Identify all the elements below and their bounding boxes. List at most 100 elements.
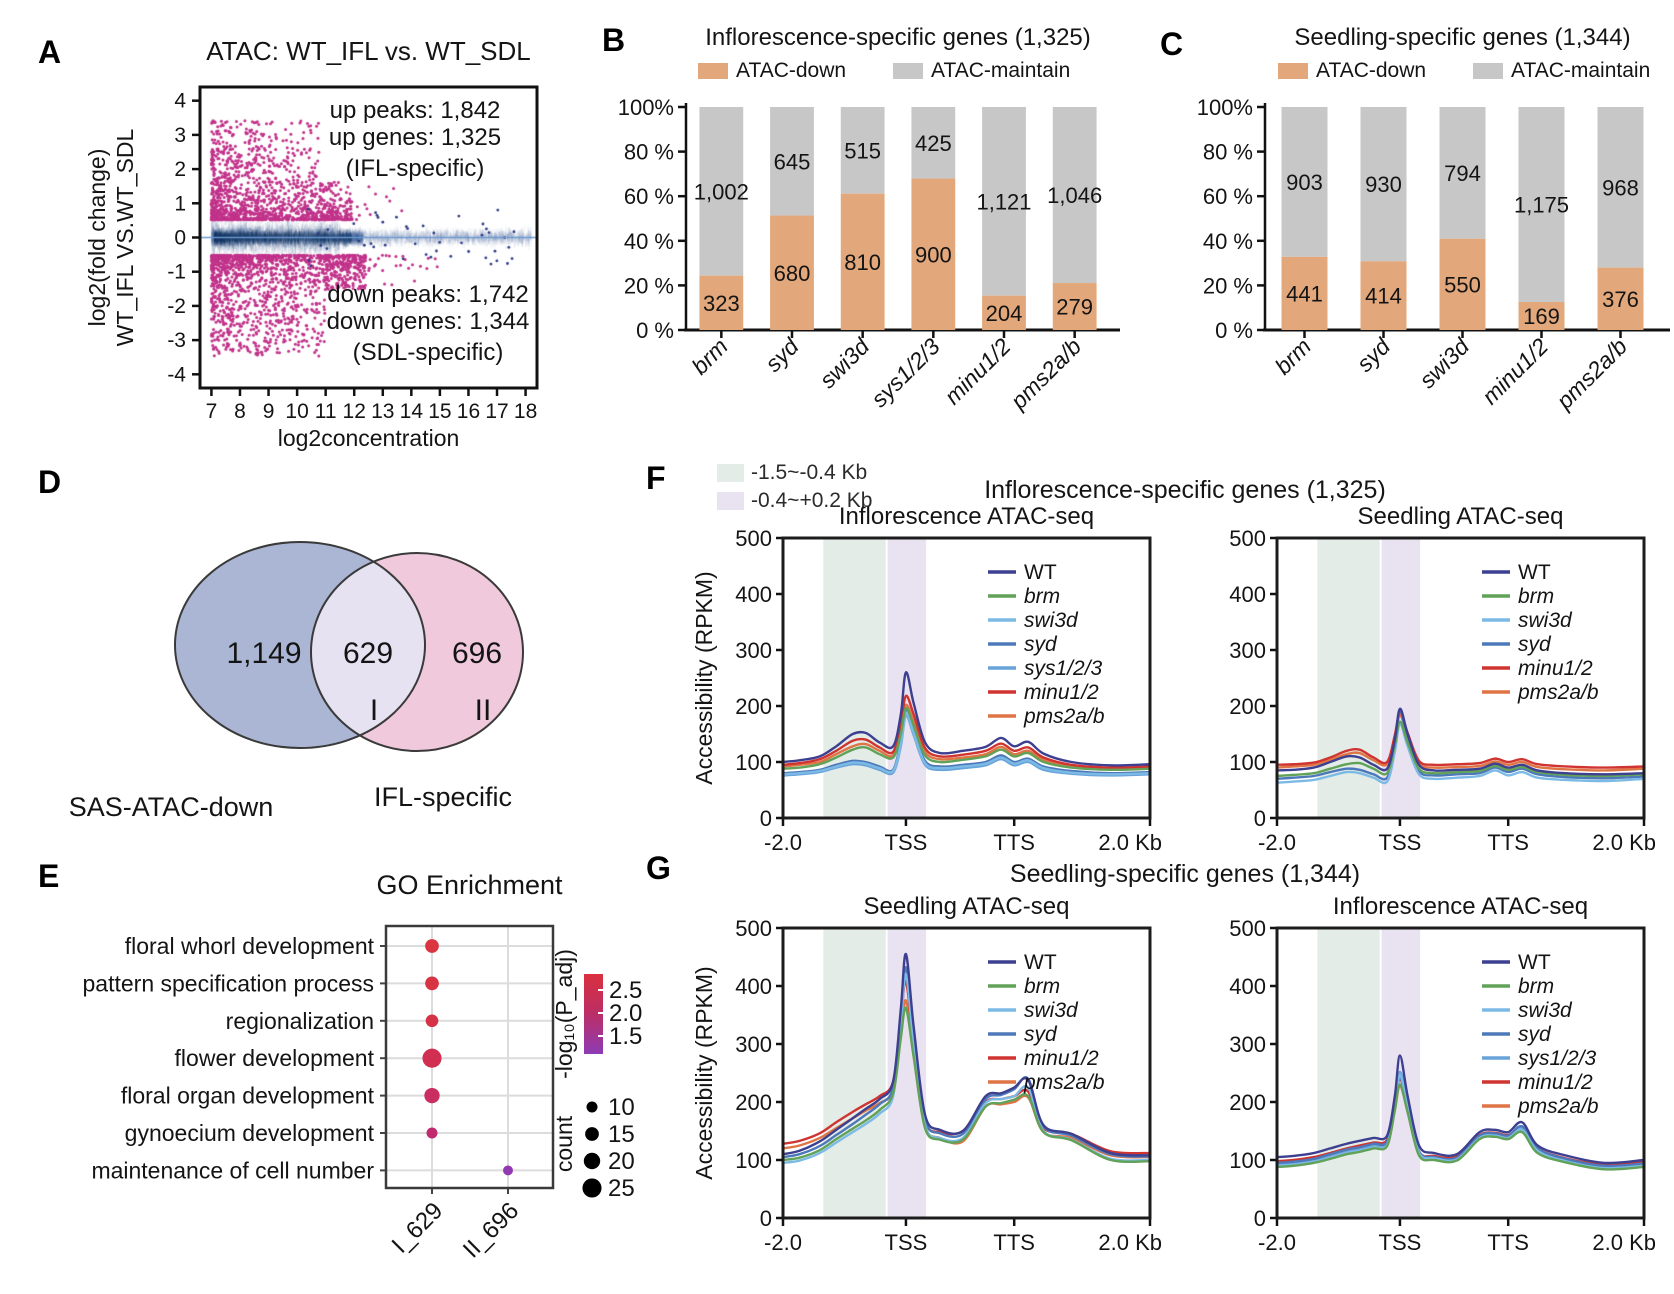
svg-text:0: 0 xyxy=(174,227,186,250)
svg-text:-4: -4 xyxy=(167,363,186,386)
svg-text:1,121: 1,121 xyxy=(976,189,1031,214)
svg-text:400: 400 xyxy=(735,582,772,607)
svg-text:645: 645 xyxy=(774,149,811,174)
svg-text:Inflorescence ATAC-seq: Inflorescence ATAC-seq xyxy=(1333,893,1588,920)
svg-text:minu1/2: minu1/2 xyxy=(1477,333,1553,409)
svg-text:syd: syd xyxy=(1024,633,1058,656)
svg-text:-2: -2 xyxy=(167,295,186,318)
svg-text:300: 300 xyxy=(1229,638,1266,663)
svg-text:3: 3 xyxy=(174,124,186,147)
panel-f-section-title: Inflorescence-specific genes (1,325) xyxy=(984,476,1386,504)
svg-text:930: 930 xyxy=(1365,172,1402,197)
svg-text:204: 204 xyxy=(986,301,1023,326)
svg-text:2: 2 xyxy=(174,158,186,181)
svg-text:0: 0 xyxy=(1254,806,1266,831)
svg-text:floral organ development: floral organ development xyxy=(121,1083,375,1109)
svg-text:syd: syd xyxy=(1024,1023,1058,1046)
svg-text:log2(fold change): log2(fold change) xyxy=(84,149,110,327)
svg-text:up genes: 1,325: up genes: 1,325 xyxy=(329,124,501,151)
svg-text:TSS: TSS xyxy=(1379,1230,1422,1255)
svg-text:12: 12 xyxy=(343,400,366,423)
svg-text:169: 169 xyxy=(1523,304,1560,329)
svg-text:pms2a/b: pms2a/b xyxy=(1023,705,1105,728)
svg-text:-2.0: -2.0 xyxy=(764,1230,802,1255)
svg-text:0: 0 xyxy=(1254,1206,1266,1231)
svg-text:13: 13 xyxy=(371,400,394,423)
svg-text:2.0 Kb: 2.0 Kb xyxy=(1592,1230,1656,1255)
svg-text:ATAC-maintain: ATAC-maintain xyxy=(1511,59,1650,82)
svg-text:-2.0: -2.0 xyxy=(1258,830,1296,855)
svg-text:500: 500 xyxy=(1229,526,1266,551)
svg-text:floral whorl development: floral whorl development xyxy=(125,933,375,959)
svg-text:ATAC-down: ATAC-down xyxy=(1316,59,1426,82)
svg-text:flower development: flower development xyxy=(175,1045,375,1071)
svg-text:0 %: 0 % xyxy=(636,318,674,343)
svg-text:1.5: 1.5 xyxy=(609,1023,642,1050)
svg-text:40 %: 40 % xyxy=(624,229,674,254)
svg-text:2.0 Kb: 2.0 Kb xyxy=(1592,830,1656,855)
svg-text:300: 300 xyxy=(735,1032,772,1057)
panel-c-stacked-bar-chart: Seedling-specific genes (1,344) ATAC-down… xyxy=(1197,24,1670,415)
panel-g-inflorescence-metagene-plot: Inflorescence ATAC-seq 0 100 200 300 400 500 -2… xyxy=(1229,893,1656,1255)
svg-text:376: 376 xyxy=(1602,287,1639,312)
svg-text:425: 425 xyxy=(915,131,952,156)
panel-g-section-title: Seedling-specific genes (1,344) xyxy=(1009,860,1361,888)
svg-text:Seedling-specific genes (1,344: Seedling-specific genes (1,344) xyxy=(1294,24,1630,51)
svg-text:up peaks: 1,842: up peaks: 1,842 xyxy=(330,97,501,124)
svg-text:Seedling ATAC-seq: Seedling ATAC-seq xyxy=(864,893,1070,920)
panel-b-stacked-bar-chart: Inflorescence-specific genes (1,325) ATAC… xyxy=(618,24,1120,415)
svg-text:-3: -3 xyxy=(167,329,186,352)
svg-text:8: 8 xyxy=(234,400,246,423)
svg-text:200: 200 xyxy=(1229,694,1266,719)
panel-d-venn-diagram: 1,149 629 I 696 II SAS-ATAC-down IFL-specific xyxy=(69,541,524,822)
svg-text:swi3d: swi3d xyxy=(1024,999,1079,1022)
svg-text:794: 794 xyxy=(1444,161,1481,186)
svg-text:80 %: 80 % xyxy=(1203,140,1253,165)
svg-text:279: 279 xyxy=(1056,295,1093,320)
panel-e-label: E xyxy=(38,858,60,894)
svg-text:syd: syd xyxy=(1351,332,1396,377)
svg-text:0: 0 xyxy=(760,1206,772,1231)
svg-text:IFL-specific: IFL-specific xyxy=(374,782,512,812)
panel-f-inflorescence-metagene-plot: Inflorescence ATAC-seq 0 100 200 300 400 500 -2… xyxy=(691,503,1162,855)
svg-text:696: 696 xyxy=(452,637,502,670)
svg-text:900: 900 xyxy=(915,242,952,267)
svg-text:7: 7 xyxy=(206,400,218,423)
svg-text:WT: WT xyxy=(1518,561,1551,584)
svg-text:9: 9 xyxy=(263,400,275,423)
svg-text:441: 441 xyxy=(1286,281,1323,306)
region-band-tss-label: -0.4~+0.2 Kb xyxy=(751,489,873,512)
svg-text:200: 200 xyxy=(735,694,772,719)
svg-text:pms2a/b: pms2a/b xyxy=(1005,333,1087,415)
svg-text:200: 200 xyxy=(1229,1090,1266,1115)
svg-text:II_696: II_696 xyxy=(458,1197,524,1263)
svg-text:TTS: TTS xyxy=(993,1230,1035,1255)
svg-text:100%: 100% xyxy=(618,95,674,120)
svg-text:brm: brm xyxy=(1024,585,1060,608)
svg-text:Accessibility (RPKM): Accessibility (RPKM) xyxy=(691,571,717,784)
svg-text:968: 968 xyxy=(1602,175,1639,200)
panel-f-seedling-metagene-plot: Seedling ATAC-seq 0 100 200 300 400 500 -2.0 TSS… xyxy=(1229,503,1656,855)
svg-text:-log₁₀(P_adj): -log₁₀(P_adj) xyxy=(551,949,577,1079)
svg-text:syd: syd xyxy=(1518,1023,1552,1046)
svg-text:60 %: 60 % xyxy=(624,184,674,209)
svg-text:TTS: TTS xyxy=(993,830,1035,855)
svg-text:pms2a/b: pms2a/b xyxy=(1517,681,1599,704)
svg-text:2.0: 2.0 xyxy=(609,1000,642,1027)
svg-text:GO Enrichment: GO Enrichment xyxy=(376,870,563,900)
svg-text:100: 100 xyxy=(735,750,772,775)
svg-text:regionalization: regionalization xyxy=(226,1008,374,1034)
svg-text:TSS: TSS xyxy=(885,830,928,855)
panel-d-label: D xyxy=(38,464,62,500)
svg-text:minu1/2: minu1/2 xyxy=(1024,1047,1099,1070)
svg-text:SAS-ATAC-down: SAS-ATAC-down xyxy=(69,792,274,822)
svg-text:brm: brm xyxy=(1024,975,1060,998)
svg-text:down genes: 1,344: down genes: 1,344 xyxy=(327,308,530,335)
svg-text:1,175: 1,175 xyxy=(1514,192,1569,217)
svg-text:323: 323 xyxy=(703,291,740,316)
svg-text:500: 500 xyxy=(735,916,772,941)
svg-text:300: 300 xyxy=(1229,1032,1266,1057)
panel-a-label: A xyxy=(38,34,62,70)
svg-text:10: 10 xyxy=(285,400,308,423)
